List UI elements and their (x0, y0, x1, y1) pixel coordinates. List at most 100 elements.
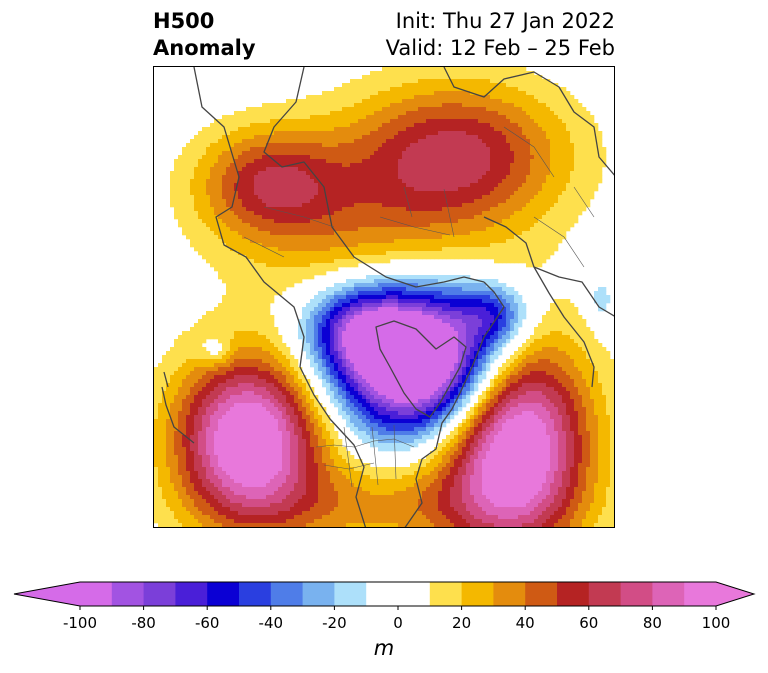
anomaly-cell (214, 243, 219, 248)
anomaly-cell (326, 135, 331, 140)
anomaly-cell (198, 247, 203, 252)
anomaly-cell (358, 115, 363, 120)
anomaly-cell (386, 91, 391, 96)
anomaly-cell (382, 103, 387, 108)
anomaly-cell (550, 163, 555, 168)
anomaly-cell (514, 243, 519, 248)
anomaly-cell (374, 171, 379, 176)
anomaly-cell (494, 295, 499, 300)
anomaly-cell (286, 187, 291, 192)
anomaly-cell (302, 139, 307, 144)
anomaly-cell (562, 107, 567, 112)
anomaly-cell (358, 279, 363, 284)
anomaly-cell (514, 191, 519, 196)
anomaly-cell (366, 299, 371, 304)
anomaly-cell (274, 111, 279, 116)
anomaly-cell (414, 159, 419, 164)
anomaly-cell (542, 207, 547, 212)
anomaly-cell (518, 179, 523, 184)
anomaly-cell (478, 123, 483, 128)
anomaly-cell (246, 223, 251, 228)
anomaly-cell (486, 255, 491, 260)
anomaly-cell (262, 227, 267, 232)
anomaly-cell (570, 211, 575, 216)
anomaly-cell (234, 275, 239, 280)
anomaly-cell (206, 195, 211, 200)
anomaly-cell (242, 251, 247, 256)
anomaly-cell (334, 247, 339, 252)
anomaly-cell (530, 255, 535, 260)
anomaly-cell (450, 107, 455, 112)
anomaly-cell (378, 231, 383, 236)
anomaly-cell (374, 111, 379, 116)
anomaly-cell (238, 271, 243, 276)
anomaly-cell (558, 299, 563, 304)
anomaly-cell (230, 175, 235, 180)
anomaly-cell (418, 171, 423, 176)
anomaly-cell (242, 279, 247, 284)
anomaly-cell (234, 223, 239, 228)
anomaly-cell (314, 239, 319, 244)
anomaly-cell (194, 227, 199, 232)
anomaly-cell (354, 187, 359, 192)
anomaly-cell (438, 155, 443, 160)
anomaly-cell (302, 159, 307, 164)
anomaly-cell (226, 211, 231, 216)
anomaly-cell (426, 143, 431, 148)
anomaly-cell (238, 195, 243, 200)
anomaly-cell (486, 211, 491, 216)
anomaly-cell (422, 219, 427, 224)
anomaly-cell (178, 223, 183, 228)
anomaly-cell (210, 147, 215, 152)
anomaly-cell (218, 127, 223, 132)
anomaly-cell (422, 199, 427, 204)
anomaly-cell (566, 143, 571, 148)
anomaly-cell (454, 191, 459, 196)
anomaly-cell (330, 95, 335, 100)
anomaly-cell (590, 119, 595, 124)
anomaly-cell (410, 187, 415, 192)
anomaly-cell (474, 75, 479, 80)
anomaly-cell (370, 143, 375, 148)
anomaly-cell (470, 67, 475, 72)
anomaly-cell (554, 195, 559, 200)
anomaly-cell (206, 175, 211, 180)
anomaly-cell (438, 247, 443, 252)
anomaly-cell (542, 235, 547, 240)
anomaly-cell (510, 115, 515, 120)
anomaly-cell (466, 155, 471, 160)
anomaly-cell (182, 215, 187, 220)
anomaly-cell (310, 239, 315, 244)
anomaly-cell (274, 103, 279, 108)
anomaly-cell (302, 111, 307, 116)
anomaly-cell (554, 155, 559, 160)
anomaly-cell (326, 91, 331, 96)
anomaly-cell (250, 215, 255, 220)
anomaly-cell (398, 243, 403, 248)
anomaly-cell (346, 295, 351, 300)
anomaly-cell (406, 155, 411, 160)
anomaly-cell (222, 163, 227, 168)
anomaly-cell (178, 191, 183, 196)
anomaly-cell (330, 175, 335, 180)
anomaly-cell (234, 195, 239, 200)
anomaly-cell (462, 243, 467, 248)
anomaly-cell (414, 95, 419, 100)
anomaly-cell (422, 211, 427, 216)
anomaly-cell (370, 287, 375, 292)
anomaly-cell (482, 251, 487, 256)
anomaly-cell (254, 147, 259, 152)
anomaly-cell (570, 99, 575, 104)
anomaly-cell (426, 123, 431, 128)
anomaly-cell (498, 75, 503, 80)
anomaly-cell (414, 279, 419, 284)
anomaly-cell (462, 215, 467, 220)
anomaly-cell (306, 155, 311, 160)
anomaly-cell (178, 183, 183, 188)
anomaly-cell (418, 127, 423, 132)
anomaly-cell (410, 131, 415, 136)
anomaly-cell (486, 107, 491, 112)
anomaly-cell (530, 87, 535, 92)
anomaly-cell (558, 167, 563, 172)
anomaly-cell (454, 139, 459, 144)
